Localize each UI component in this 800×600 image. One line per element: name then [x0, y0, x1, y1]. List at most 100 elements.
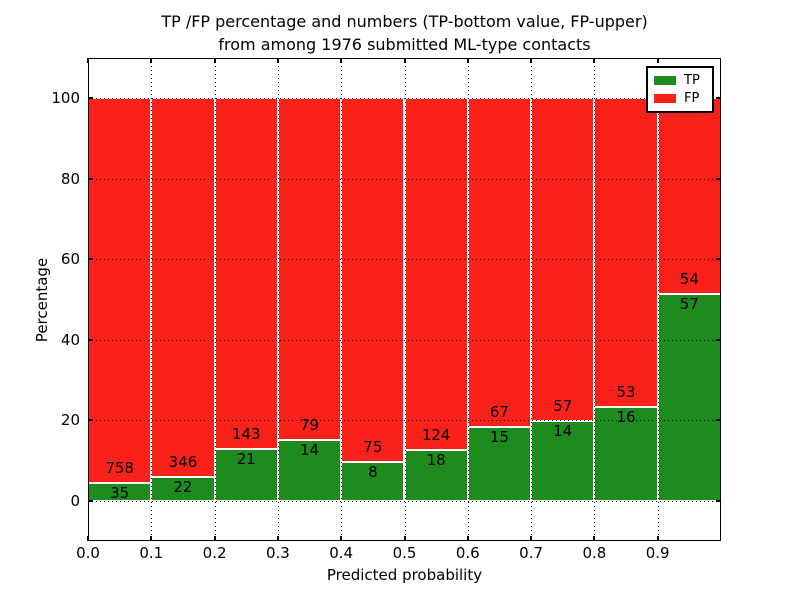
y-tick-mark	[716, 97, 721, 100]
v-gridline	[467, 58, 469, 541]
bar-fp-segment	[88, 98, 152, 483]
y-tick-label: 0	[70, 491, 80, 510]
legend-label-tp: TP	[684, 72, 700, 88]
y-tick-mark	[716, 499, 721, 502]
v-gridline	[151, 58, 153, 541]
x-tick-mark	[593, 58, 596, 63]
x-tick-mark	[340, 58, 343, 63]
x-tick-label: 0.2	[202, 544, 227, 562]
chart-title: TP /FP percentage and numbers (TP-bottom…	[88, 10, 721, 56]
chart-title-line-2: from among 1976 submitted ML-type contac…	[218, 35, 591, 54]
fp-count-label: 143	[231, 425, 261, 444]
fp-count-label: 57	[553, 397, 573, 416]
bar-fp-segment	[214, 98, 278, 450]
bar-fp-segment	[657, 98, 721, 295]
fp-count-label: 346	[168, 452, 198, 471]
x-tick-label: 0.7	[519, 544, 544, 562]
plot-area: 35 758 22 346 21 143 14 79 8 75 18 124 15 67 14 57 16 53 5…	[87, 58, 721, 541]
y-tick-label: 60	[60, 250, 80, 269]
legend-item-tp: TP	[654, 74, 706, 87]
fp-count-label: 758	[105, 458, 134, 477]
bar-tp-segment	[594, 407, 658, 501]
tp-count-label: 18	[426, 450, 446, 469]
legend-label-fp: FP	[684, 91, 700, 107]
y-tick-label: 40	[60, 330, 80, 349]
x-tick-mark	[87, 58, 89, 63]
x-tick-mark	[276, 58, 279, 63]
x-tick-mark	[530, 58, 533, 63]
v-gridline	[341, 58, 343, 541]
bar-fp-segment	[594, 98, 658, 408]
v-gridline	[404, 58, 406, 541]
x-tick-mark	[656, 536, 659, 541]
y-tick-mark	[716, 419, 721, 422]
tp-color-swatch	[654, 75, 676, 85]
tp-count-label: 16	[616, 408, 636, 427]
bar-fp-segment	[151, 98, 215, 477]
y-tick-mark	[88, 177, 93, 180]
x-tick-mark	[466, 536, 469, 541]
tp-count-label: 14	[553, 422, 573, 441]
y-tick-mark	[716, 258, 721, 261]
x-tick-mark	[150, 58, 153, 63]
y-tick-mark	[88, 97, 93, 100]
tp-count-label: 14	[299, 441, 320, 460]
x-tick-mark	[276, 536, 279, 541]
tp-count-label: 22	[173, 477, 193, 496]
bar-fp-segment	[341, 98, 405, 462]
fp-count-label: 67	[489, 403, 509, 422]
fp-count-label: 53	[616, 383, 636, 402]
x-tick-mark	[213, 58, 216, 63]
x-tick-mark	[466, 58, 469, 63]
bar-fp-segment	[277, 98, 342, 441]
x-tick-label: 0.9	[645, 544, 670, 562]
bar-tp-segment	[657, 294, 721, 501]
bar-fp-segment	[467, 98, 532, 428]
x-tick-label: 0.0	[76, 544, 100, 562]
chart-title-line-1: TP /FP percentage and numbers (TP-bottom…	[161, 12, 648, 31]
y-tick-label: 100	[51, 89, 80, 108]
v-gridline	[277, 58, 279, 541]
bar-fp-segment	[404, 98, 468, 450]
y-tick-mark	[88, 258, 93, 261]
x-tick-mark	[87, 536, 89, 541]
x-tick-mark	[213, 536, 216, 541]
x-tick-label: 0.5	[392, 544, 417, 562]
x-tick-mark	[403, 536, 406, 541]
tp-count-label: 21	[236, 450, 256, 469]
y-tick-mark	[716, 177, 721, 180]
v-gridline	[657, 58, 659, 541]
fp-count-label: 75	[363, 437, 383, 456]
x-tick-label: 0.6	[455, 544, 480, 562]
legend-item-fp: FP	[654, 92, 706, 105]
x-tick-label: 0.1	[139, 544, 164, 562]
x-tick-mark	[593, 536, 596, 541]
x-tick-label: 0.4	[329, 544, 354, 562]
x-tick-mark	[340, 536, 343, 541]
legend: TP FP	[646, 66, 714, 113]
y-tick-mark	[88, 338, 93, 341]
x-tick-label: 0.3	[265, 544, 290, 562]
tp-count-label: 8	[368, 462, 378, 481]
y-tick-label: 80	[60, 169, 80, 188]
x-tick-mark	[656, 58, 659, 63]
v-gridline	[214, 58, 216, 541]
bar-tp-segment	[467, 427, 532, 501]
fp-color-swatch	[654, 94, 676, 104]
x-tick-mark	[403, 58, 406, 63]
bar-tp-segment	[151, 476, 215, 501]
x-axis-label: Predicted probability	[326, 566, 483, 584]
tp-count-label: 35	[110, 483, 130, 502]
fp-count-label: 124	[421, 425, 451, 444]
tp-count-label: 57	[679, 295, 699, 314]
bar-tp-segment	[214, 449, 278, 501]
v-gridline	[531, 58, 533, 541]
bar-tp-segment	[531, 421, 595, 501]
fp-count-label: 54	[679, 270, 699, 289]
y-tick-mark	[716, 338, 721, 341]
x-tick-mark	[530, 536, 533, 541]
x-tick-label: 0.8	[582, 544, 607, 562]
y-tick-mark	[88, 419, 93, 422]
fp-count-label: 79	[299, 416, 320, 435]
